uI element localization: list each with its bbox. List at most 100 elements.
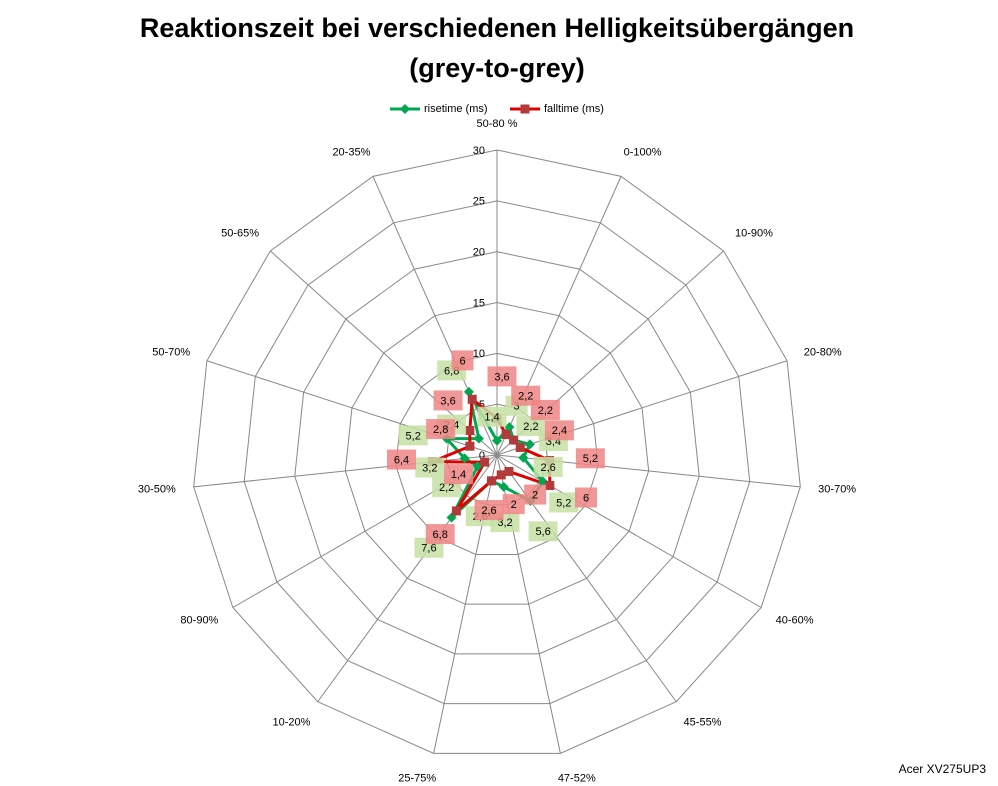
grid-line bbox=[243, 200, 751, 705]
value-label: 3,6 bbox=[433, 390, 463, 411]
value-label-text: 2,2 bbox=[538, 405, 553, 417]
value-label-text: 2,2 bbox=[523, 421, 538, 433]
marker bbox=[518, 452, 529, 463]
value-label-text: 2 bbox=[532, 489, 538, 501]
marker bbox=[467, 394, 477, 404]
value-label-text: 5,2 bbox=[583, 453, 598, 465]
value-label: 5,2 bbox=[575, 448, 605, 469]
marker bbox=[472, 461, 483, 472]
value-label-text: 6,4 bbox=[394, 454, 409, 466]
category-label: 50-65% bbox=[221, 227, 259, 239]
value-label-text: 2,2 bbox=[518, 391, 533, 403]
category-label: 20-80% bbox=[804, 347, 842, 359]
marker bbox=[480, 457, 490, 467]
marker bbox=[473, 433, 484, 444]
marker bbox=[451, 506, 461, 516]
category-label: 45-55% bbox=[684, 717, 722, 729]
category-label: 30-50% bbox=[138, 484, 176, 496]
value-label-bg bbox=[415, 457, 445, 478]
value-label-bg bbox=[502, 494, 525, 515]
value-label-text: 1,4 bbox=[484, 412, 499, 424]
value-label: 1,4 bbox=[477, 406, 507, 427]
grid-line bbox=[294, 251, 700, 655]
category-label: 80-90% bbox=[180, 614, 218, 626]
value-label-text: 7,6 bbox=[421, 543, 436, 555]
value-label-text: 5,2 bbox=[556, 497, 571, 509]
value-label: 2,6 bbox=[474, 500, 504, 521]
value-label-bg bbox=[524, 484, 547, 505]
value-label-bg bbox=[528, 521, 558, 542]
series-line bbox=[443, 391, 545, 519]
value-label: 3,2 bbox=[415, 457, 445, 478]
value-label: 5,2 bbox=[549, 492, 579, 513]
value-label-text: 2 bbox=[511, 499, 517, 511]
value-label: 2,4 bbox=[544, 420, 574, 441]
value-label-text: 2,4 bbox=[552, 425, 567, 437]
legend-marker bbox=[400, 104, 410, 114]
category-label: 50-70% bbox=[152, 347, 190, 359]
value-label-bg bbox=[575, 448, 605, 469]
marker bbox=[509, 435, 519, 445]
marker bbox=[498, 481, 509, 492]
value-label: 2 bbox=[502, 494, 525, 515]
category-label: 10-20% bbox=[273, 717, 311, 729]
value-label: 6 bbox=[451, 350, 474, 371]
value-label-text: 1,4 bbox=[451, 469, 466, 481]
value-label-text: 2,6 bbox=[481, 505, 496, 517]
spoke bbox=[317, 454, 498, 703]
value-label-text: 6,8 bbox=[433, 529, 448, 541]
value-label-bg bbox=[575, 487, 598, 508]
value-label-bg bbox=[433, 390, 463, 411]
value-label-text: 2,6 bbox=[540, 462, 555, 474]
value-label-text: 3,2 bbox=[422, 462, 437, 474]
marker bbox=[465, 441, 475, 451]
value-label: 2,2 bbox=[516, 415, 546, 436]
value-label-bg bbox=[398, 425, 428, 446]
value-label: 6 bbox=[575, 487, 598, 508]
value-label-text: 5,6 bbox=[535, 526, 550, 538]
category-label: 50-80 % bbox=[477, 118, 518, 130]
value-label: 5,6 bbox=[528, 521, 558, 542]
category-label: 0-100% bbox=[624, 147, 662, 159]
value-label-bg bbox=[386, 449, 416, 470]
marker bbox=[465, 426, 475, 436]
value-label-bg bbox=[451, 350, 474, 371]
legend-label: risetime (ms) bbox=[424, 103, 488, 115]
category-label: 25-75% bbox=[398, 773, 436, 785]
marker bbox=[504, 466, 514, 476]
value-label-text: 5,2 bbox=[406, 430, 421, 442]
value-label-text: 3,6 bbox=[494, 371, 509, 383]
value-label-text: 3 bbox=[514, 401, 520, 413]
marker bbox=[504, 422, 515, 433]
y-tick-label: 15 bbox=[473, 297, 485, 309]
category-label: 30-70% bbox=[818, 484, 856, 496]
marker bbox=[459, 453, 470, 464]
y-tick-label: 25 bbox=[473, 196, 485, 208]
value-label-bg bbox=[487, 366, 517, 387]
value-label-bg bbox=[549, 492, 579, 513]
y-tick-label: 30 bbox=[473, 145, 485, 157]
legend-label: falltime (ms) bbox=[544, 103, 604, 115]
value-label-bg bbox=[474, 500, 504, 521]
marker bbox=[492, 435, 502, 446]
chart-title: Reaktionszeit bei verschiedenen Helligke… bbox=[140, 13, 854, 43]
value-label: 2 bbox=[524, 484, 547, 505]
category-label: 20-35% bbox=[332, 147, 370, 159]
value-label-text: 3,2 bbox=[497, 517, 512, 529]
value-label-text: 2,2 bbox=[439, 482, 454, 494]
value-label-bg bbox=[533, 456, 563, 477]
marker bbox=[501, 430, 511, 440]
value-label: 6,8 bbox=[425, 524, 455, 545]
annotation: Acer XV275UP3 bbox=[899, 762, 987, 776]
marker bbox=[515, 442, 525, 452]
legend-marker bbox=[520, 104, 530, 114]
y-tick-label: 0 bbox=[479, 450, 485, 462]
value-label-bg bbox=[516, 415, 546, 436]
value-label-bg bbox=[443, 464, 473, 485]
value-label: 3,6 bbox=[487, 366, 517, 387]
y-tick-label: 20 bbox=[473, 247, 485, 259]
value-label-bg bbox=[477, 406, 507, 427]
value-label: 2,2 bbox=[530, 399, 560, 420]
marker bbox=[524, 439, 535, 450]
